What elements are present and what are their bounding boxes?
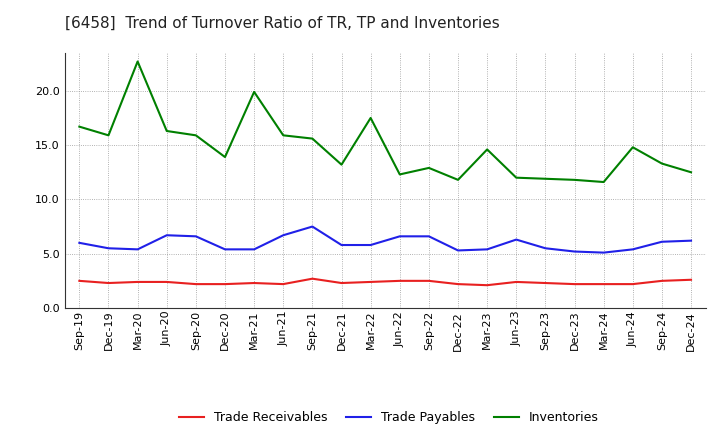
Trade Payables xyxy=(657,239,666,244)
Trade Payables xyxy=(687,238,696,243)
Inventories xyxy=(629,145,637,150)
Trade Payables xyxy=(250,247,258,252)
Trade Receivables xyxy=(308,276,317,281)
Trade Payables xyxy=(220,247,229,252)
Trade Receivables xyxy=(250,280,258,286)
Inventories xyxy=(687,169,696,175)
Trade Payables xyxy=(395,234,404,239)
Trade Payables xyxy=(454,248,462,253)
Trade Payables xyxy=(308,224,317,229)
Trade Receivables xyxy=(75,278,84,283)
Trade Payables xyxy=(483,247,492,252)
Trade Receivables xyxy=(279,282,287,287)
Inventories xyxy=(192,133,200,138)
Inventories xyxy=(366,115,375,121)
Trade Receivables xyxy=(657,278,666,283)
Inventories xyxy=(279,133,287,138)
Trade Payables xyxy=(541,246,550,251)
Inventories xyxy=(250,89,258,95)
Trade Payables xyxy=(163,233,171,238)
Inventories xyxy=(483,147,492,152)
Trade Receivables xyxy=(483,282,492,288)
Legend: Trade Receivables, Trade Payables, Inventories: Trade Receivables, Trade Payables, Inven… xyxy=(174,407,604,429)
Trade Receivables xyxy=(337,280,346,286)
Inventories xyxy=(541,176,550,181)
Inventories xyxy=(570,177,579,183)
Inventories xyxy=(395,172,404,177)
Trade Receivables xyxy=(687,277,696,282)
Text: [6458]  Trend of Turnover Ratio of TR, TP and Inventories: [6458] Trend of Turnover Ratio of TR, TP… xyxy=(65,16,500,31)
Trade Receivables xyxy=(512,279,521,285)
Trade Payables xyxy=(192,234,200,239)
Trade Payables xyxy=(599,250,608,255)
Inventories xyxy=(657,161,666,166)
Trade Payables xyxy=(425,234,433,239)
Trade Payables xyxy=(279,233,287,238)
Trade Receivables xyxy=(192,282,200,287)
Trade Receivables xyxy=(366,279,375,285)
Trade Receivables xyxy=(541,280,550,286)
Inventories xyxy=(75,124,84,129)
Inventories xyxy=(104,133,113,138)
Trade Receivables xyxy=(395,278,404,283)
Trade Receivables xyxy=(133,279,142,285)
Inventories xyxy=(337,162,346,167)
Inventories xyxy=(599,180,608,185)
Trade Payables xyxy=(629,247,637,252)
Line: Trade Payables: Trade Payables xyxy=(79,227,691,253)
Trade Receivables xyxy=(163,279,171,285)
Trade Payables xyxy=(337,242,346,248)
Inventories xyxy=(512,175,521,180)
Trade Receivables xyxy=(454,282,462,287)
Inventories xyxy=(163,128,171,134)
Inventories xyxy=(454,177,462,183)
Line: Trade Receivables: Trade Receivables xyxy=(79,279,691,285)
Trade Receivables xyxy=(104,280,113,286)
Inventories xyxy=(308,136,317,141)
Trade Receivables xyxy=(629,282,637,287)
Trade Receivables xyxy=(599,282,608,287)
Inventories xyxy=(133,59,142,64)
Line: Inventories: Inventories xyxy=(79,62,691,182)
Trade Payables xyxy=(133,247,142,252)
Trade Payables xyxy=(512,237,521,242)
Trade Receivables xyxy=(425,278,433,283)
Trade Receivables xyxy=(570,282,579,287)
Trade Payables xyxy=(570,249,579,254)
Trade Payables xyxy=(104,246,113,251)
Inventories xyxy=(425,165,433,171)
Trade Receivables xyxy=(220,282,229,287)
Trade Payables xyxy=(75,240,84,246)
Inventories xyxy=(220,154,229,160)
Trade Payables xyxy=(366,242,375,248)
